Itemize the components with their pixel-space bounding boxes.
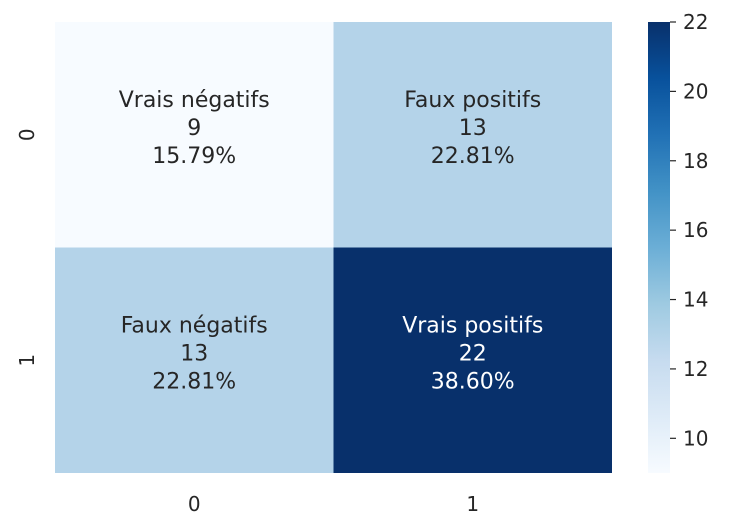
x-tick-label: 0 (188, 492, 201, 516)
cell-count: 13 (459, 116, 487, 141)
y-axis-ticks: 01 (15, 128, 39, 366)
colorbar-tick-label: 20 (683, 79, 708, 103)
cell-label: Faux positifs (404, 88, 541, 113)
colorbar-tick-label: 10 (683, 426, 708, 450)
cell-count: 13 (180, 341, 208, 366)
heatmap-cell (333, 247, 612, 473)
colorbar-tick-label: 18 (683, 149, 708, 173)
y-tick-label: 0 (15, 128, 39, 141)
cell-label: Vrais négatifs (119, 88, 270, 113)
x-tick-label: 1 (466, 492, 479, 516)
cell-count: 22 (459, 341, 487, 366)
heatmap-cell (55, 247, 334, 473)
cell-percent: 38.60% (431, 369, 515, 394)
heatmap-cell (55, 22, 334, 248)
cell-count: 9 (187, 116, 201, 141)
heatmap-cell (333, 22, 612, 248)
cell-label: Vrais positifs (402, 313, 543, 338)
colorbar-tick-label: 16 (683, 218, 708, 242)
cell-label: Faux négatifs (121, 313, 268, 338)
cell-percent: 22.81% (431, 144, 515, 169)
colorbar (648, 22, 670, 473)
cell-percent: 15.79% (152, 144, 236, 169)
heatmap-cells: Vrais négatifs 9 15.79% Faux positifs 13 22.8… (55, 22, 612, 473)
cell-percent: 22.81% (152, 369, 236, 394)
colorbar-tick-label: 14 (683, 288, 708, 312)
y-tick-label: 1 (15, 354, 39, 367)
colorbar-tick-label: 22 (683, 10, 708, 34)
colorbar-tick-label: 12 (683, 357, 708, 381)
colorbar-ticks: 10 12 14 16 18 20 22 (670, 10, 708, 450)
